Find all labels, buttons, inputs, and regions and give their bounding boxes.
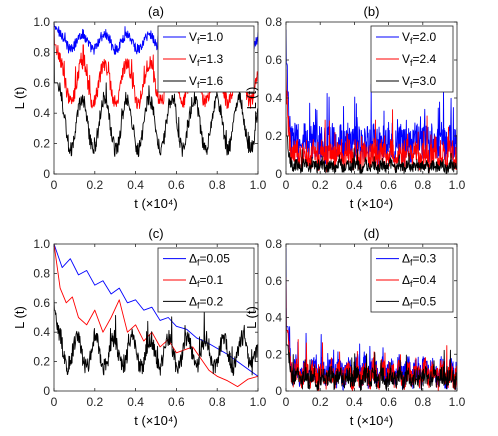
legend: Δf=0.3 Δf=0.4 Δf=0.5 [370,247,454,313]
series-group [286,247,457,391]
legend-label: Vf=1.0 [189,30,224,46]
legend: Vf=2.0 Vf=2.4 Vf=3.0 [370,25,454,93]
y-tick-label: 0.6 [33,76,50,90]
legend-label: Vf=1.3 [189,52,224,68]
y-tick-label: 0.8 [265,237,282,251]
legend-label: Δf=0.05 [189,252,230,268]
series-line-black [286,116,457,174]
y-axis-label: L (t) [12,306,27,329]
x-tick-label: 0 [283,395,290,409]
x-tick-label: 0.6 [380,178,397,192]
x-tick-label: 0.2 [86,178,103,192]
panel-a: 0 0.2 0.4 0.6 0.8 1.0 0 0.2 0.4 0.6 0.8 1.0 (a) t (×1… [12,4,267,211]
axes-box [53,21,259,175]
y-tick-label: 0.4 [33,106,50,120]
x-tick-label: 0.4 [127,395,144,409]
y-tick-label: 1.0 [33,15,50,29]
y-tick-label: 0.2 [33,355,50,369]
y-tick-label: 0.2 [265,129,282,143]
y-tick-label: 0.8 [265,15,282,29]
y-tick-label: 0.8 [33,266,50,280]
x-tick-label: 0.2 [86,395,103,409]
legend-label: Vf=2.4 [402,52,437,68]
x-tick-label: 0.8 [414,178,431,192]
series-line-black [286,308,457,391]
y-axis-label: L (t) [244,87,259,110]
y-tick-label: 0 [275,167,282,181]
legend: Δf=0.05 Δf=0.1 Δf=0.2 [157,247,255,313]
y-axis-label: L (t) [244,306,259,329]
legend-label: Vf=1.6 [189,74,224,90]
series-line-red [54,22,258,110]
x-tick-label: 0 [283,178,290,192]
legend-label: Δf=0.2 [189,294,224,310]
panel-b: 0 0.2 0.4 0.6 0.8 1.0 0 0.2 0.4 0.6 0.8 (b) t (×10⁴)… [244,4,466,211]
panel-title: (c) [148,226,163,241]
y-tick-label: 0 [43,384,50,398]
legend-label: Vf=2.0 [402,30,437,46]
x-tick-label: 0.4 [346,395,363,409]
panel-title: (d) [364,226,380,241]
y-tick-label: 0 [275,384,282,398]
x-tick-label: 0.6 [168,178,185,192]
legend-label: Δf=0.1 [189,273,224,289]
x-tick-label: 0.4 [127,178,144,192]
x-axis-label: t (×10⁴) [350,196,394,211]
y-axis-label: L (t) [12,87,27,110]
x-tick-label: 0 [51,178,58,192]
legend-label: Δf=0.3 [402,252,437,268]
series-line-black [54,22,258,158]
y-tick-label: 1.0 [33,237,50,251]
x-tick-label: 0.8 [414,395,431,409]
x-tick-label: 0.8 [209,178,226,192]
x-tick-label: 0.8 [209,395,226,409]
x-tick-label: 1.0 [250,178,267,192]
y-tick-label: 0.4 [265,311,282,325]
series-group [286,29,457,174]
y-tick-label: 0.6 [33,296,50,310]
x-tick-label: 0.2 [312,395,329,409]
y-tick-label: 0.2 [265,347,282,361]
y-tick-label: 0.4 [265,91,282,105]
x-axis-label: t (×10⁴) [134,196,178,211]
y-tick-label: 0.4 [33,325,50,339]
x-axis-label: t (×10⁴) [134,413,178,428]
x-tick-label: 0.2 [312,178,329,192]
y-tick-label: 0.6 [265,53,282,67]
series-line-black [54,299,258,376]
series-group [54,244,258,388]
panel-title: (b) [364,4,380,19]
x-tick-label: 1.0 [449,395,466,409]
x-tick-label: 0.6 [168,395,185,409]
x-axis-label: t (×10⁴) [350,413,394,428]
y-tick-label: 0.2 [33,137,50,151]
x-tick-label: 0 [51,395,58,409]
legend-label: Δf=0.4 [402,273,437,289]
panel-d: 0 0.2 0.4 0.6 0.8 1.0 0 0.2 0.4 0.6 0.8 (d) t (×10⁴)… [244,226,466,428]
series-line-red [286,69,457,173]
x-tick-label: 1.0 [250,395,267,409]
y-tick-label: 0.8 [33,45,50,59]
legend-label: Vf=3.0 [402,74,437,90]
x-tick-label: 1.0 [449,178,466,192]
y-tick-label: 0.6 [265,274,282,288]
legend: Vf=1.0 Vf=1.3 Vf=1.6 [157,25,255,93]
y-tick-label: 0 [43,167,50,181]
axes-box [53,243,259,392]
x-tick-label: 0.6 [380,395,397,409]
panel-c: 0 0.2 0.4 0.6 0.8 1.0 0 0.2 0.4 0.6 0.8 1.0 (c) t (×1… [12,226,267,428]
legend-label: Δf=0.5 [402,294,437,310]
x-tick-label: 0.4 [346,178,363,192]
panel-title: (a) [148,4,164,19]
